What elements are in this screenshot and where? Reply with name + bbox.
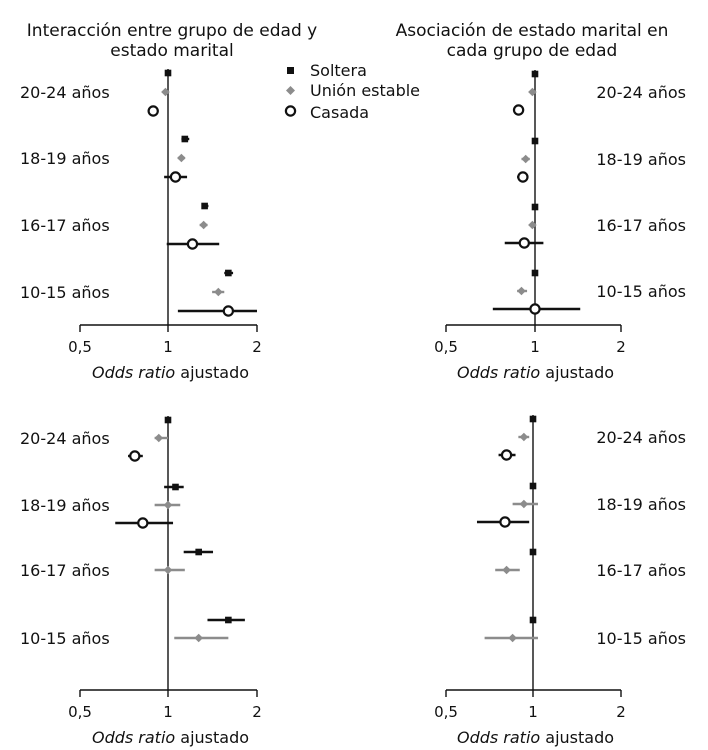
group-label: 16-17 años [596, 216, 686, 235]
x-tick-label: 0,5 [68, 338, 92, 356]
group-label: 20-24 años [596, 83, 686, 102]
point-soltera [529, 548, 537, 556]
x-axis-label: Odds ratio ajustado [92, 728, 249, 747]
point-union-estable [154, 433, 164, 443]
group-label: 10-15 años [20, 629, 110, 648]
point-casada [529, 303, 541, 315]
point-soltera [172, 483, 179, 491]
group-label: 18-19 años [596, 495, 686, 514]
group-label: 18-19 años [20, 496, 110, 515]
point-casada [500, 449, 513, 461]
point-soltera [531, 137, 539, 145]
group-label: 16-17 años [20, 561, 110, 580]
point-casada [186, 238, 199, 250]
point-union-estable [194, 633, 203, 643]
x-tick-label: 2 [252, 338, 262, 356]
left-title-line-1: Interacción entre grupo de edad y [27, 21, 317, 41]
point-union-estable [519, 499, 529, 509]
x-tick-label: 1 [528, 703, 538, 721]
point-soltera [164, 69, 172, 77]
point-soltera [531, 70, 539, 78]
point-union-estable [517, 286, 526, 296]
point-soltera [195, 548, 202, 556]
point-casada [512, 104, 525, 116]
point-casada [518, 237, 530, 249]
legend-casada-label: Casada [310, 103, 369, 122]
point-union-estable [519, 432, 529, 442]
right-title-line-2: cada grupo de edad [447, 41, 618, 61]
legend-casada-marker [284, 105, 297, 117]
point-soltera [531, 269, 539, 277]
point-union-estable [502, 565, 511, 575]
group-label: 18-19 años [596, 150, 686, 169]
point-union-estable [163, 565, 173, 575]
point-union-estable [214, 287, 223, 297]
x-tick-label: 2 [252, 703, 262, 721]
x-tick-label: 1 [163, 338, 173, 356]
right-title-line-1: Asociación de estado marital en [396, 21, 669, 41]
point-soltera [529, 482, 537, 490]
point-casada [137, 517, 149, 529]
point-soltera [529, 616, 537, 624]
legend-union-estable-marker [286, 86, 295, 95]
group-label: 18-19 años [20, 149, 110, 168]
group-label: 16-17 años [20, 216, 110, 235]
legend: Soltera Unión estable Casada [284, 61, 420, 122]
point-casada [169, 171, 182, 183]
point-union-estable [163, 500, 173, 510]
point-casada [222, 305, 235, 317]
group-label: 16-17 años [596, 561, 686, 580]
x-tick-label: 0,5 [434, 703, 458, 721]
x-tick-label: 2 [616, 338, 626, 356]
point-casada [129, 450, 141, 462]
point-soltera [201, 202, 208, 210]
x-axis-label: Odds ratio ajustado [92, 363, 249, 382]
point-union-estable [161, 87, 170, 97]
point-union-estable [528, 220, 537, 230]
legend-soltera-marker [287, 67, 294, 74]
point-soltera [164, 416, 172, 424]
point-union-estable [199, 220, 208, 230]
group-label: 20-24 años [596, 428, 686, 447]
point-soltera [529, 415, 537, 423]
point-union-estable [521, 154, 530, 164]
x-tick-label: 0,5 [434, 338, 458, 356]
left-title-line-2: estado marital [110, 41, 234, 61]
x-tick-label: 1 [530, 338, 540, 356]
group-label: 20-24 años [20, 83, 110, 102]
point-soltera [531, 203, 539, 211]
point-casada [147, 105, 159, 117]
x-tick-label: 0,5 [68, 703, 92, 721]
x-tick-label: 1 [163, 703, 173, 721]
point-casada [499, 516, 511, 528]
point-union-estable [508, 633, 517, 643]
x-axis-label: Odds ratio ajustado [457, 728, 614, 747]
point-union-estable [528, 87, 537, 97]
group-label: 10-15 años [596, 282, 686, 301]
point-union-estable [177, 153, 186, 163]
x-tick-label: 2 [616, 703, 626, 721]
point-casada [517, 171, 529, 183]
point-soltera [225, 616, 232, 624]
point-soltera [181, 135, 189, 143]
legend-soltera-label: Soltera [310, 61, 367, 80]
legend-union-estable-label: Unión estable [310, 81, 420, 100]
group-label: 20-24 años [20, 429, 110, 448]
group-label: 10-15 años [20, 283, 110, 302]
x-axis-label: Odds ratio ajustado [457, 363, 614, 382]
point-soltera [225, 269, 232, 277]
group-label: 10-15 años [596, 629, 686, 648]
